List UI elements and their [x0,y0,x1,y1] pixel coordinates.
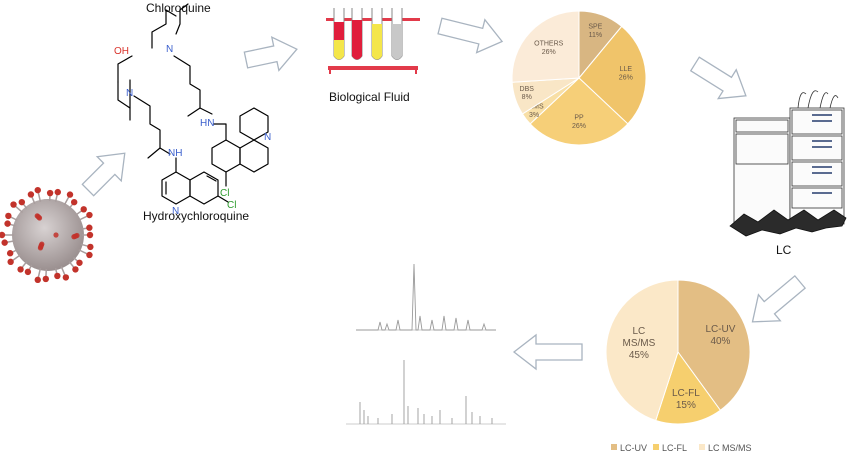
label-chloroquine: Chloroquine [146,1,211,15]
virus-surface-protein [36,215,43,221]
virus-spike [34,186,41,194]
virus-spike [34,276,41,284]
pie-label-lle: LLE 26% [619,66,633,81]
lc-instrument-icon [729,90,847,237]
legend-swatch [653,444,659,450]
pie-slice-pp [529,77,629,146]
arrow-virus-to-drugs [81,152,126,197]
virus-spike [70,198,78,206]
chromatogram-trace [356,263,496,331]
virus-spike [80,206,87,213]
chloroquine-structure [151,3,269,187]
virus-surface-protein [39,241,45,247]
virus-spike [54,272,61,280]
label-lc: LC [776,243,792,257]
virus-surface-protein [71,234,77,240]
atom-n-hcq: N [126,88,133,99]
pie-slice-lc-ms-ms [605,279,679,422]
hydroxychloroquine-structure [117,55,229,205]
pie-label-vams: VAMS 3% [524,104,544,119]
pie-slice-lc-uv [677,279,751,411]
atom-n-cq: N [166,44,173,55]
legend-label: LC MS/MS [708,443,752,453]
virus-spike [18,198,26,206]
legend-label: LC-FL [662,443,687,453]
virus-spike [54,188,61,196]
virus-spike [86,211,93,219]
virus-spike [0,231,6,239]
pie-slice-lle [578,25,647,125]
extraction-pie-chart: SPE 11% LLE 26% PP 26% VAMS 3% DBS 8% OTHERS 26% [511,10,647,146]
legend-swatch [699,444,705,450]
pie-label-spe: SPE 11% [588,23,602,38]
arrow-fluid-to-pie [437,17,504,54]
virus-spike [86,251,93,259]
pie-label-dbs: DBS 8% [520,86,535,101]
atom-cl-hcq: Cl [227,200,236,211]
virus-spike [62,274,70,281]
atom-oh: OH [114,46,129,57]
arrow-drugs-to-fluid [243,35,298,72]
chromatogram-icon [356,263,496,331]
atom-n-ring-cq: N [264,132,271,143]
pie-label-others: OTHERS 26% [534,40,564,55]
virus-spike [86,224,93,231]
pie-label-lc-fl: LC-FL 15% [672,388,700,411]
atom-nh-hcq: NH [168,148,182,159]
virus-spike [24,268,32,276]
pie-label-lc-uv: LC-UV 40% [705,324,735,347]
virus-surface-protein [53,232,59,238]
coronavirus-icon [0,186,94,284]
mass-spectrum-icon [346,360,506,425]
virus-spike [6,250,14,257]
virus-spike [17,266,24,273]
pie-slice-others [511,10,580,83]
label-biological-fluid: Biological Fluid [329,90,410,104]
virus-spike [10,201,17,208]
virus-spike [66,191,74,198]
virus-spike [7,258,14,266]
virus-spike [87,243,94,251]
pie-label-lc-ms-ms: LC MS/MS 45% [622,326,655,361]
detection-pie-chart: LC-UV 40% LC-FL 15% LC MS/MS 45% [605,279,751,425]
legend-label: LC-UV [620,443,647,453]
pie-label-pp: PP 26% [572,114,586,129]
atom-cl-cq: Cl [220,188,229,199]
virus-spike [1,239,8,246]
detection-pie-legend: LC-UV LC-FL LC MS/MS [611,443,752,453]
virus-spike [86,231,94,239]
test-tubes-icon [326,8,420,74]
virus-spike [46,189,54,197]
virus-spike [42,275,50,283]
label-hydroxychloroquine: Hydroxychloroquine [143,209,249,223]
arrow-pie-to-spectra [512,333,583,371]
virus-spike [5,212,12,220]
atom-n-ring-hcq: N [172,206,179,217]
virus-spike [76,259,83,266]
pie-slice-lc-fl [655,350,722,425]
virus-spike [4,220,11,227]
legend-swatch [611,444,617,450]
virus-spike [27,191,35,198]
atom-hn-cq: HN [200,118,214,129]
arrow-lc-to-pie [751,274,807,323]
arrow-pie-to-lc [689,56,747,100]
virus-spike [72,266,79,273]
